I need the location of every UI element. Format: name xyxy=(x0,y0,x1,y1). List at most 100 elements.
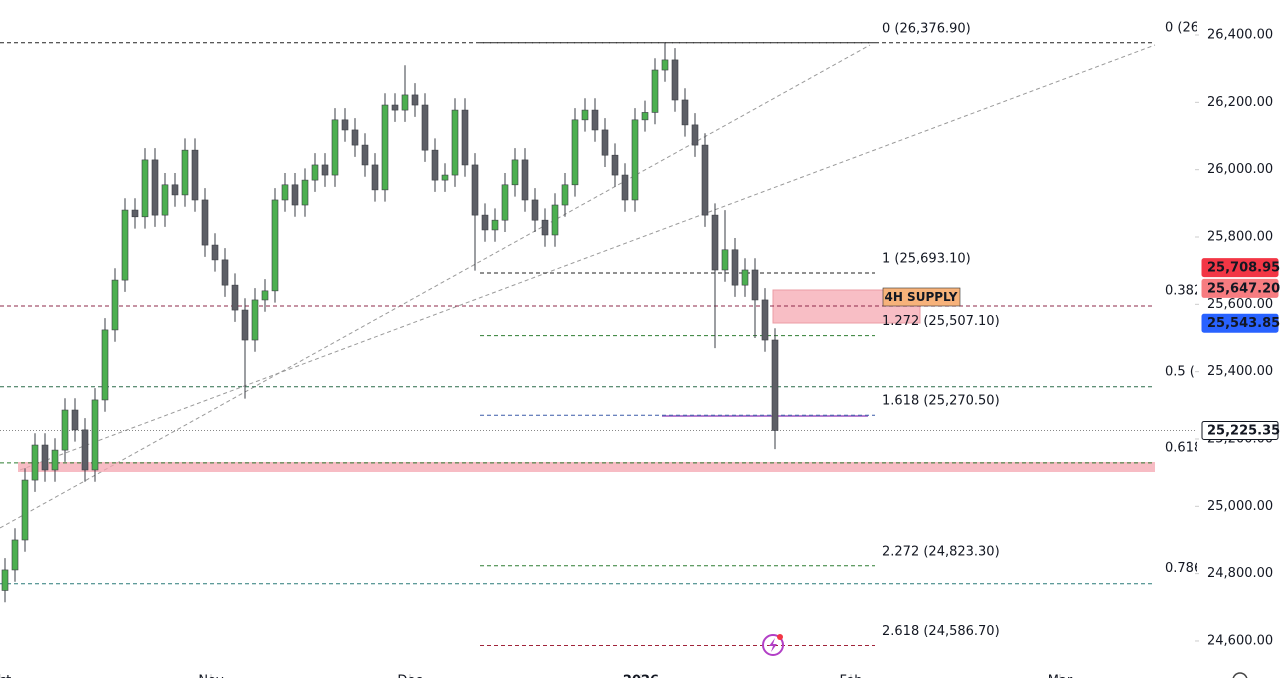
candle-body xyxy=(91,399,99,471)
candle-body xyxy=(701,144,709,216)
candle-body xyxy=(551,204,559,236)
candle-body xyxy=(441,174,449,181)
candle-body xyxy=(41,444,49,471)
candle-body xyxy=(301,179,309,206)
y-tick-label: 26,000.00 xyxy=(1207,162,1273,177)
candle-body xyxy=(571,119,579,186)
candle-body xyxy=(341,119,349,131)
x-tick-label: Dec xyxy=(397,674,422,678)
candle-body xyxy=(191,149,199,201)
x-tick-label: Mar xyxy=(1048,674,1073,678)
candle-body xyxy=(181,149,189,196)
candle-body xyxy=(721,249,729,271)
candle-body xyxy=(1,569,9,591)
y-tick-label: 24,600.00 xyxy=(1207,633,1273,648)
candle-body xyxy=(761,299,769,341)
candle-body xyxy=(151,159,159,216)
annotation-box xyxy=(882,287,961,307)
y-tick-label: 25,600.00 xyxy=(1207,297,1273,312)
candle-body xyxy=(231,284,239,311)
candle-body xyxy=(601,129,609,156)
candle-body xyxy=(461,109,469,166)
annotation: 4H SUPPLY xyxy=(884,290,957,304)
candle-body xyxy=(381,104,389,191)
candle-body xyxy=(361,144,369,166)
price-tags: 25,708.95 25,647.20 25,543.85 25,225.35 xyxy=(1201,258,1280,440)
candle-body xyxy=(731,249,739,286)
candle-body xyxy=(641,112,649,121)
candle-body xyxy=(211,244,219,261)
candle-body xyxy=(331,119,339,176)
candle-body xyxy=(691,124,699,146)
demand-zone xyxy=(18,462,1155,472)
candle-body xyxy=(411,94,419,106)
y-tick-label: 24,800.00 xyxy=(1207,566,1273,581)
fib-label: 1.272 (25,507.10) xyxy=(882,314,1000,329)
price-axis: 26,400.00 26,200.00 26,000.00 25,800.00 25,6… xyxy=(1195,28,1273,648)
y-tick-label: 25,000.00 xyxy=(1207,499,1273,514)
candle-body xyxy=(711,214,719,271)
fib-label: 0.5 ( xyxy=(1165,364,1195,379)
level-lines: 0 (26 0.382 0.5 (0.618 0.786 0 (26,376.90) 1 … xyxy=(0,20,1202,646)
candle-body xyxy=(121,209,129,281)
candles xyxy=(1,42,779,603)
candle-body xyxy=(241,309,249,341)
price-tag-label: 25,543.85 xyxy=(1207,316,1280,331)
candle-body xyxy=(371,164,379,191)
fib-label: 0 (26,376.90) xyxy=(882,21,971,36)
y-tick-label: 25,800.00 xyxy=(1207,229,1273,244)
candle-body xyxy=(51,449,59,471)
y-tick-label: 26,400.00 xyxy=(1207,28,1273,43)
candle-body xyxy=(591,109,599,131)
fib-label: 1.618 (25,270.50) xyxy=(882,394,1000,409)
candle-body xyxy=(741,269,749,286)
candle-body xyxy=(251,299,259,341)
candle-body xyxy=(561,184,569,206)
y-tick-label: 26,200.00 xyxy=(1207,95,1273,110)
candle-body xyxy=(61,409,69,451)
candle-body xyxy=(471,164,479,216)
time-axis: Oct Nov Dec 2026 Feb Mar xyxy=(0,674,1073,678)
fib-label: 2.272 (24,823.30) xyxy=(882,544,1000,559)
candle-body xyxy=(611,154,619,176)
price-tag-label: 25,708.95 xyxy=(1207,261,1280,276)
candle-body xyxy=(511,159,519,186)
candle-body xyxy=(421,104,429,151)
trend-line xyxy=(19,44,1156,471)
candle-body xyxy=(521,159,529,201)
candle-body xyxy=(351,129,359,146)
trend-line xyxy=(0,44,871,529)
candle-body xyxy=(221,259,229,286)
candle-body xyxy=(131,209,139,218)
settings-icon[interactable] xyxy=(1232,672,1248,678)
supply-zone xyxy=(772,289,921,324)
candle-body xyxy=(71,409,79,431)
y-tick-label: 25,400.00 xyxy=(1207,364,1273,379)
candle-body xyxy=(161,184,169,216)
x-tick-label: Nov xyxy=(198,674,224,678)
candle-body xyxy=(31,444,39,481)
price-tag xyxy=(1201,278,1279,298)
candle-body xyxy=(261,290,269,301)
alert-icon[interactable] xyxy=(762,634,784,656)
candle-body xyxy=(321,164,329,176)
price-tag-label: 25,647.20 xyxy=(1207,281,1280,296)
candle-body xyxy=(771,339,779,431)
candle-body xyxy=(201,199,209,246)
candle-body xyxy=(661,59,669,71)
candle-body xyxy=(431,149,439,181)
candle-body xyxy=(631,119,639,201)
candle-body xyxy=(21,479,29,541)
candle-body xyxy=(671,59,679,101)
fib-label: 2.618 (24,586.70) xyxy=(882,624,1000,639)
fib-label: 1 (25,693.10) xyxy=(882,251,971,266)
candle-body xyxy=(491,219,499,231)
fib-label: 0.618 xyxy=(1165,440,1202,455)
fib-label: 0.382 xyxy=(1165,284,1202,299)
fib-label: 0 (26 xyxy=(1165,20,1199,35)
candle-body xyxy=(651,69,659,113)
price-tag xyxy=(1201,258,1279,278)
candle-body xyxy=(311,164,319,181)
price-tag xyxy=(1201,420,1279,440)
